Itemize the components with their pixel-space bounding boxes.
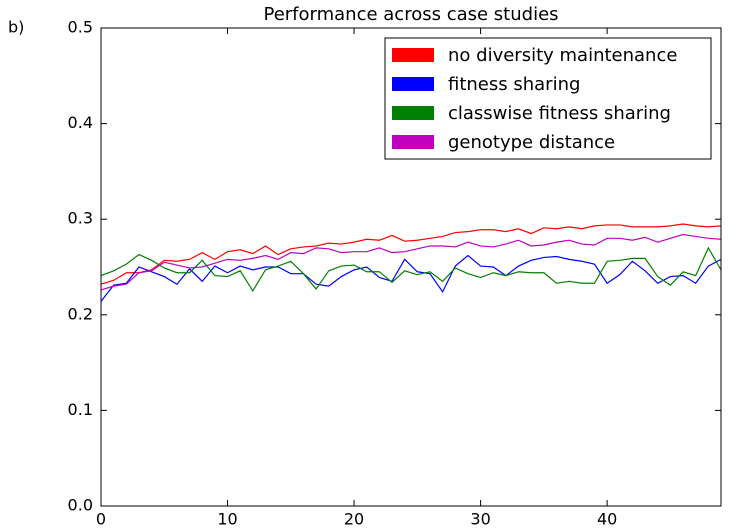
series-line <box>100 233 722 291</box>
y-tick-label: 0.5 <box>68 18 93 37</box>
legend-swatch <box>392 106 434 120</box>
chart-title: Performance across case studies <box>263 4 558 25</box>
legend-swatch <box>392 77 434 91</box>
legend-label: fitness sharing <box>448 74 580 95</box>
x-tick-label: 0 <box>96 510 106 529</box>
x-tick-label: 20 <box>344 510 364 529</box>
legend-box <box>384 37 712 160</box>
x-tick-label: 40 <box>597 510 617 529</box>
x-tick-label: 10 <box>217 510 237 529</box>
series-line <box>100 254 722 302</box>
legend-label: no diversity maintenance <box>448 45 677 66</box>
y-tick-label: 0.4 <box>68 113 93 132</box>
y-tick-label: 0.1 <box>68 400 93 419</box>
y-tick-label: 0.0 <box>68 496 93 515</box>
series-line <box>100 246 722 293</box>
legend-swatch <box>392 135 434 149</box>
legend-label: genotype distance <box>448 132 615 153</box>
legend-label: classwise fitness sharing <box>448 103 671 124</box>
y-tick-label: 0.2 <box>68 304 93 323</box>
plot-frame <box>100 27 722 507</box>
y-tick-label: 0.3 <box>68 209 93 228</box>
legend-swatch <box>392 48 434 62</box>
series-line <box>100 223 722 285</box>
x-tick-label: 30 <box>470 510 490 529</box>
panel-label: b) <box>8 18 24 37</box>
